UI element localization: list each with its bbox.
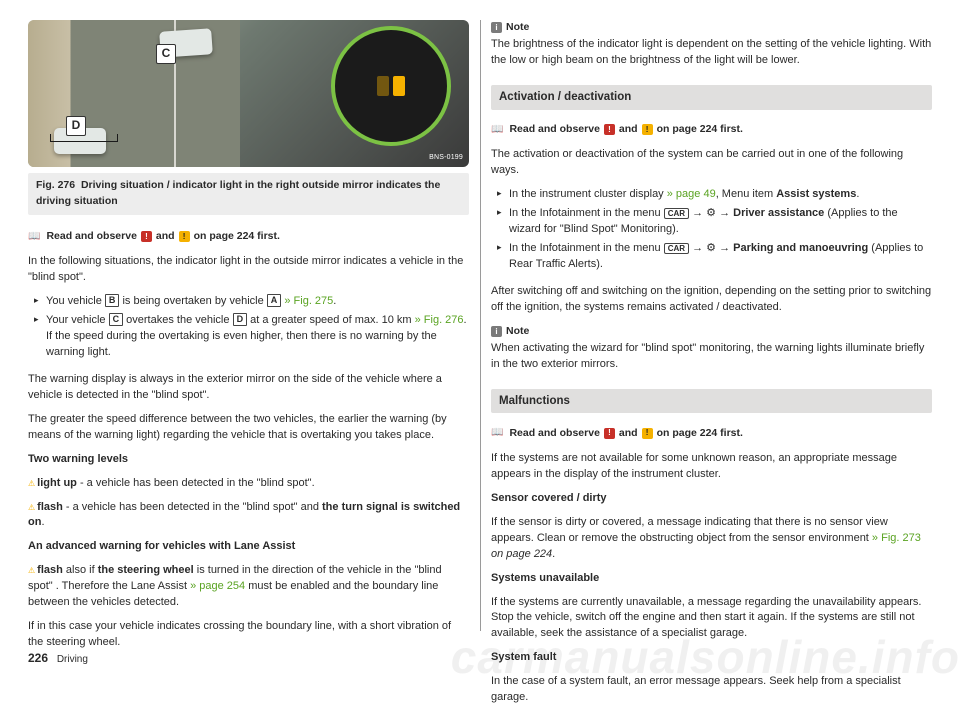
left-bullet-2: Your vehicle C overtakes the vehicle D a…: [38, 313, 469, 361]
left-p2: The warning display is always in the ext…: [28, 372, 469, 404]
left-p4: If in this case your vehicle indicates c…: [28, 619, 469, 651]
fig273-ref: » Fig. 273: [872, 532, 921, 544]
warning-yellow-icon: !: [642, 428, 653, 439]
right-bullet-1: In the instrument cluster display » page…: [501, 187, 932, 203]
read-observe-line-2: Read and observe ! and ! on page 224 fir…: [491, 122, 932, 138]
warning-red-icon: !: [604, 124, 615, 135]
left-bullet-1: You vehicle B is being overtaken by vehi…: [38, 294, 469, 310]
left-bullets: You vehicle B is being overtaken by vehi…: [28, 294, 469, 364]
lightup-line: light up - a vehicle has been detected i…: [28, 476, 469, 492]
page254-ref: » page 254: [190, 580, 245, 592]
figure-caption: Fig. 276 Driving situation / indicator l…: [28, 173, 469, 214]
read-observe-line: Read and observe ! and ! on page 224 fir…: [28, 229, 469, 245]
warning-red-icon: !: [141, 231, 152, 242]
fault-heading: System fault: [491, 650, 932, 666]
right-bullets: In the instrument cluster display » page…: [491, 187, 932, 276]
book-icon: [491, 122, 505, 138]
note1-text: The brightness of the indicator light is…: [491, 37, 932, 69]
blindspot-icon: [377, 76, 405, 96]
section-malfunctions: Malfunctions: [491, 389, 932, 414]
figure-caption-text: Driving situation / indicator light in t…: [36, 179, 440, 206]
figure-code: BNS-0199: [429, 153, 463, 163]
advanced-text: flash also if the steering wheel is turn…: [28, 563, 469, 611]
figure-276: C D BNS-0199: [28, 20, 469, 167]
figure-label-c: C: [156, 44, 176, 64]
book-icon: [491, 425, 505, 441]
read-observe-text: Read and observe: [46, 229, 136, 244]
box-a: A: [267, 294, 282, 307]
book-icon: [28, 229, 42, 245]
mirror-callout: [331, 26, 451, 146]
left-p3: The greater the speed difference between…: [28, 412, 469, 444]
right-column: i Note The brightness of the indicator l…: [491, 20, 932, 659]
note2-label: i Note: [491, 324, 932, 339]
two-levels-heading: Two warning levels: [28, 452, 469, 468]
sensor-text: If the sensor is dirty or covered, a mes…: [491, 515, 932, 563]
advanced-heading: An advanced warning for vehicles with La…: [28, 539, 469, 555]
unavail-text: If the systems are currently unavailable…: [491, 595, 932, 643]
warning-yellow-icon: !: [179, 231, 190, 242]
left-p1: In the following situations, the indicat…: [28, 254, 469, 286]
right-bullet-3: In the Infotainment in the menu CAR → ⚙ …: [501, 241, 932, 273]
warning-yellow-icon: !: [642, 124, 653, 135]
info-icon: i: [491, 22, 502, 33]
note2-text: When activating the wizard for "blind sp…: [491, 341, 932, 373]
section-activation: Activation / deactivation: [491, 85, 932, 110]
right-bullet-2: In the Infotainment in the menu CAR → ⚙ …: [501, 206, 932, 238]
box-c: C: [109, 313, 124, 326]
right-p1: The activation or deactivation of the sy…: [491, 147, 932, 179]
car-button-icon: CAR: [664, 208, 689, 219]
sensor-heading: Sensor covered / dirty: [491, 491, 932, 507]
right-p2: After switching off and switching on the…: [491, 284, 932, 316]
column-separator: [480, 20, 481, 631]
left-column: C D BNS-0199 Fig. 276 Driving situation …: [28, 20, 469, 659]
fig275-ref: » Fig. 275: [284, 295, 333, 307]
figure-caption-prefix: Fig. 276: [36, 179, 75, 191]
box-b: B: [105, 294, 120, 307]
malf-p1: If the systems are not available for som…: [491, 451, 932, 483]
section-name: Driving: [57, 654, 88, 665]
car-button-icon: CAR: [664, 243, 689, 254]
box-d: D: [233, 313, 248, 326]
note1-label: i Note: [491, 20, 932, 35]
unavail-heading: Systems unavailable: [491, 571, 932, 587]
info-icon: i: [491, 326, 502, 337]
fig276-ref: » Fig. 276: [415, 314, 464, 326]
read-observe-line-3: Read and observe ! and ! on page 224 fir…: [491, 425, 932, 441]
page49-ref: » page 49: [667, 188, 716, 200]
read-observe-tail: on page 224 first.: [194, 229, 280, 244]
figure-label-d: D: [66, 116, 86, 136]
fault-text: In the case of a system fault, an error …: [491, 674, 932, 706]
page-footer: 226 Driving: [28, 650, 88, 668]
warning-red-icon: !: [604, 428, 615, 439]
flash-line: flash - a vehicle has been detected in t…: [28, 500, 469, 532]
and-text: and: [156, 229, 175, 244]
page-number: 226: [28, 651, 48, 665]
